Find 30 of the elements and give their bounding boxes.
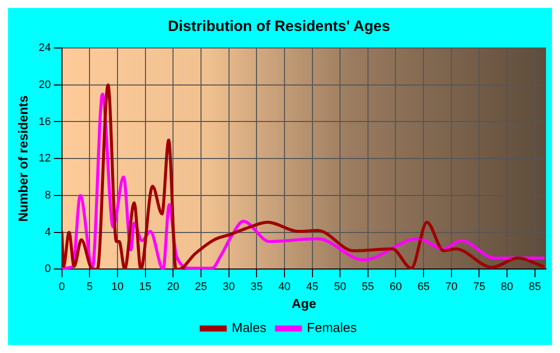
x-tick-label: 75 <box>473 280 486 293</box>
x-tick-label: 10 <box>111 280 124 293</box>
legend-label: Females <box>306 320 358 336</box>
y-tick-label: 4 <box>44 226 51 238</box>
x-tick-label: 15 <box>139 280 152 293</box>
x-tick-label: 70 <box>445 280 458 293</box>
x-tick-label: 5 <box>86 280 93 293</box>
x-tick-label: 50 <box>334 280 346 293</box>
x-tick-label: 30 <box>222 280 235 293</box>
x-tick-label: 60 <box>390 280 402 293</box>
x-axis-title: Age <box>292 296 316 311</box>
x-tick-label: 85 <box>528 280 541 293</box>
y-tick-label: 8 <box>44 190 51 202</box>
y-tick-label: 16 <box>38 116 51 128</box>
x-tick-label: 55 <box>362 280 374 293</box>
legend-label: Males <box>232 320 267 336</box>
y-tick-label: 12 <box>38 152 51 165</box>
x-tick-label: 40 <box>278 280 291 293</box>
x-tick-label: 20 <box>167 280 180 293</box>
y-axis-title: Number of residents <box>15 95 30 222</box>
x-tick-label: 65 <box>417 280 430 293</box>
y-tick-label: 0 <box>44 263 51 276</box>
x-tick-label: 0 <box>58 280 65 293</box>
x-tick-label: 25 <box>194 280 208 293</box>
x-tick-label: 35 <box>250 280 263 293</box>
y-tick-label: 24 <box>38 42 51 54</box>
x-tick-label: 45 <box>306 280 318 293</box>
chart-title: Distribution of Residents' Ages <box>168 18 390 36</box>
x-tick-label: 80 <box>500 280 514 293</box>
y-tick-label: 20 <box>38 78 51 91</box>
